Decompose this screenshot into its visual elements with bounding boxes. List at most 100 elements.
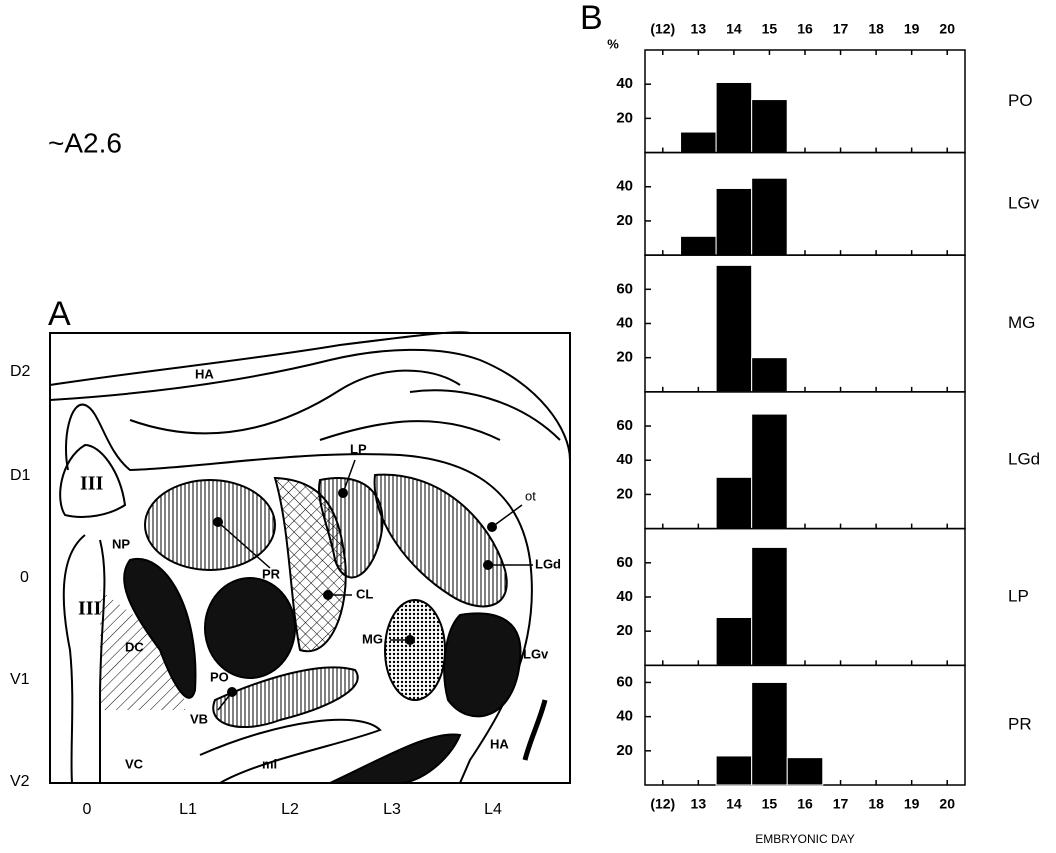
x-axis-label: EMBRYONIC DAY — [755, 832, 855, 846]
outline — [49, 348, 571, 461]
x-axis-label: L2 — [281, 801, 299, 818]
panel-title: PR — [1008, 715, 1032, 734]
panel-title: MG — [1008, 313, 1035, 332]
y-tick-label: 40 — [616, 314, 633, 331]
bar — [715, 187, 753, 256]
y-tick-label: 40 — [616, 75, 633, 92]
outline — [129, 369, 461, 435]
bar — [786, 757, 824, 786]
panel-label: B — [580, 0, 603, 37]
bar — [715, 755, 753, 786]
bar — [715, 264, 753, 393]
region-label: HA — [490, 736, 509, 751]
region-label: ot — [525, 488, 536, 503]
bar — [751, 357, 788, 393]
lgv-region — [443, 612, 522, 718]
section-label: ~A2.6 — [48, 127, 122, 158]
y-axis-label: % — [607, 36, 619, 51]
bar — [751, 413, 788, 530]
region-label: NP — [112, 536, 130, 551]
y-tick-label: 40 — [616, 178, 633, 195]
region-label: III — [78, 598, 102, 620]
region-label: HA — [195, 366, 214, 381]
x-tick-label: 20 — [939, 796, 955, 812]
lgd-region — [373, 473, 508, 608]
panel-title: LGv — [1008, 193, 1040, 212]
region-label: PO — [210, 669, 229, 684]
bar — [751, 546, 788, 666]
panel-title: PO — [1008, 91, 1033, 110]
bar — [680, 131, 717, 154]
np-region — [123, 557, 197, 699]
x-axis-label: L4 — [484, 801, 502, 818]
marker — [338, 488, 348, 498]
panel-frame — [644, 391, 966, 530]
panel-title: LP — [1008, 586, 1029, 605]
panel-title: LGd — [1008, 450, 1040, 469]
pointer — [217, 521, 271, 569]
region-label: LP — [350, 441, 367, 456]
region-label: III — [80, 473, 104, 495]
pointer — [491, 504, 523, 528]
outline — [65, 403, 533, 784]
bar — [715, 81, 753, 154]
y-tick-label: 60 — [616, 417, 633, 434]
panel-frame — [644, 527, 966, 667]
outline — [319, 420, 501, 441]
x-axis-label: 0 — [83, 801, 92, 818]
ventricle — [59, 443, 127, 518]
x-tick-label: 14 — [726, 21, 742, 37]
y-tick-label: 40 — [616, 588, 633, 605]
y-tick-label: 20 — [616, 212, 633, 229]
vb-region — [212, 666, 359, 728]
frame — [49, 332, 571, 784]
y-tick-label: 20 — [616, 622, 633, 639]
marker — [227, 687, 237, 697]
y-tick-label: 40 — [616, 451, 633, 468]
region-label: VB — [190, 711, 208, 726]
x-tick-label: 13 — [691, 21, 707, 37]
bar — [751, 177, 788, 256]
region-label: ml — [262, 756, 277, 771]
marker — [405, 635, 415, 645]
panel-label: A — [48, 295, 71, 333]
x-tick-label: 13 — [691, 796, 707, 812]
region-label: LGv — [523, 646, 549, 661]
x-tick-label: 15 — [762, 796, 778, 812]
y-tick-label: 40 — [616, 708, 633, 725]
marker — [323, 590, 333, 600]
y-axis-label: 0 — [20, 569, 29, 586]
bar — [715, 476, 753, 530]
x-tick-label: 15 — [762, 21, 778, 37]
region-label: MG — [362, 631, 383, 646]
panel-a: ~A2.6 A D2 D1 0 V1 V2 0 L1 L2 L3 — [10, 127, 571, 818]
y-axis-label: V1 — [10, 671, 30, 688]
x-tick-label: 19 — [904, 796, 920, 812]
dc-region — [100, 590, 185, 710]
y-axis-label: D1 — [10, 467, 31, 484]
x-axis-label: L3 — [383, 801, 401, 818]
bar — [715, 616, 753, 666]
x-tick-label: 19 — [904, 21, 920, 37]
y-tick-label: 20 — [616, 349, 633, 366]
x-tick-label: 17 — [833, 796, 849, 812]
y-tick-label: 20 — [616, 742, 633, 759]
y-tick-label: 60 — [616, 280, 633, 297]
x-axis-label: L1 — [179, 801, 197, 818]
region-label: CL — [356, 586, 373, 601]
marker — [483, 560, 493, 570]
region-label: VC — [125, 756, 144, 771]
x-tick-label: 14 — [726, 796, 742, 812]
po-region — [204, 577, 296, 679]
y-tick-label: 20 — [616, 485, 633, 502]
y-tick-label: 60 — [616, 554, 633, 571]
region — [329, 733, 462, 784]
outline — [49, 331, 471, 386]
x-tick-label: 18 — [868, 796, 884, 812]
bar — [680, 235, 717, 256]
outline — [522, 699, 548, 761]
x-tick-label: 20 — [939, 21, 955, 37]
bar — [751, 99, 788, 154]
x-tick-label: (12) — [650, 796, 675, 812]
